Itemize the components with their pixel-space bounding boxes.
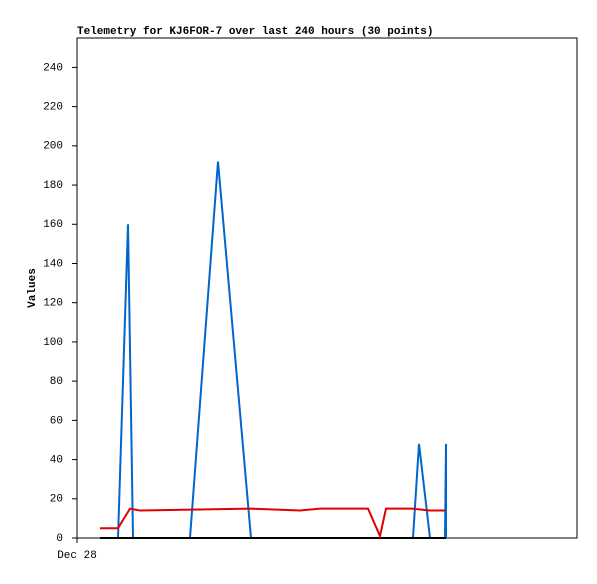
y-tick-label: 200 [43, 141, 63, 153]
chart-title: Telemetry for KJ6FOR-7 over last 240 hou… [77, 26, 433, 38]
series-line [100, 161, 447, 539]
x-tick-label: Dec 28 [57, 550, 97, 562]
y-tick-label: 60 [50, 415, 63, 427]
y-tick-label: 80 [50, 376, 63, 388]
y-tick-label: 160 [43, 219, 63, 231]
y-tick-label: 0 [56, 533, 63, 545]
y-tick-label: 20 [50, 494, 63, 506]
y-axis-label: Values [27, 268, 39, 308]
series-line [100, 507, 445, 540]
y-tick-label: 100 [43, 337, 63, 349]
y-tick-label: 120 [43, 298, 63, 310]
y-tick-label: 220 [43, 102, 63, 114]
y-tick-label: 180 [43, 180, 63, 192]
plot-frame [76, 37, 578, 539]
y-tick-label: 240 [43, 62, 63, 74]
y-tick-label: 140 [43, 258, 63, 270]
y-tick-label: 40 [50, 454, 63, 466]
